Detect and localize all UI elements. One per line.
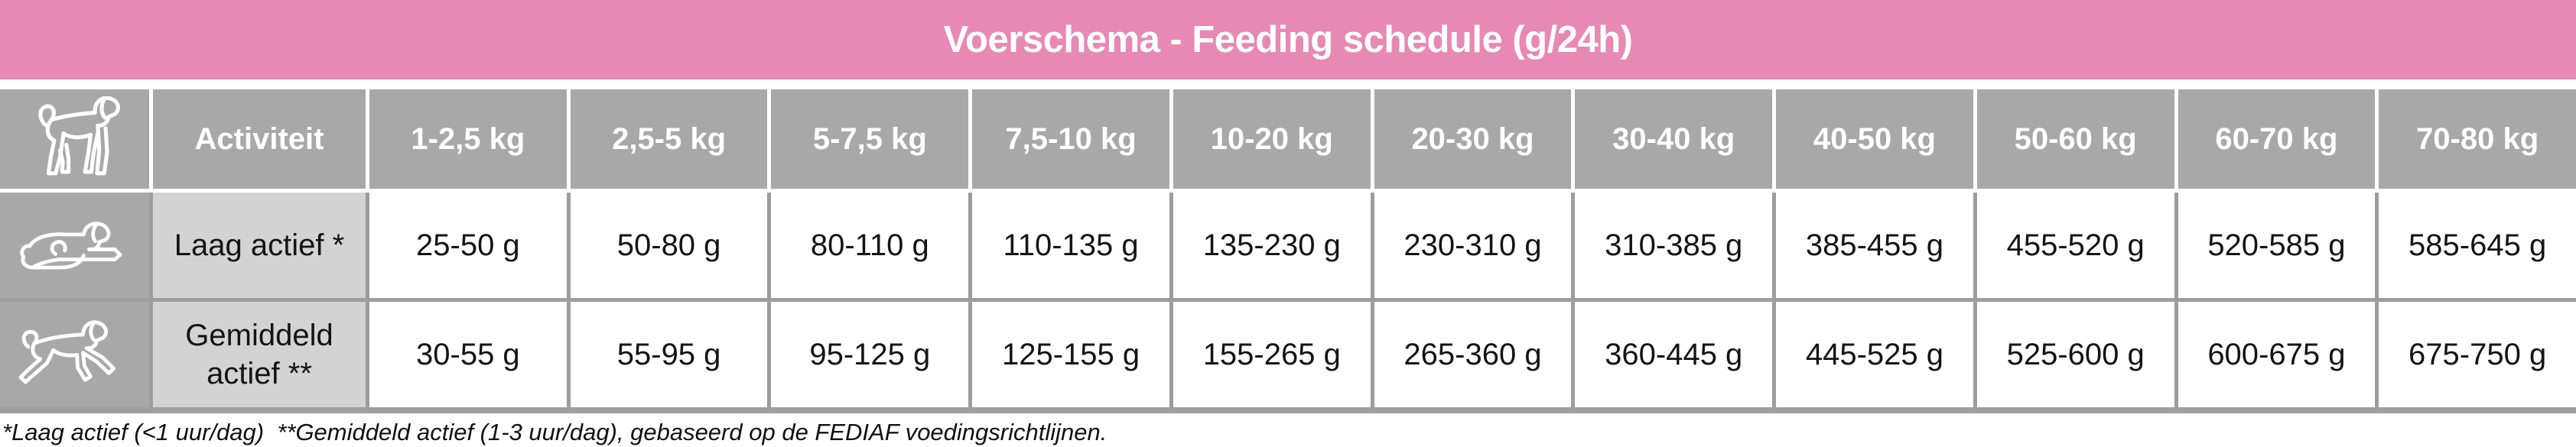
activity-label: Gemiddeld actief ** xyxy=(153,302,366,407)
table-row-gemiddeld-actief: Gemiddeld actief ** 30-55 g 55-95 g 95-1… xyxy=(0,302,2576,407)
value-cell: 135-230 g xyxy=(1173,193,1371,298)
value-cell: 55-95 g xyxy=(570,302,768,407)
value-cell: 80-110 g xyxy=(771,193,969,298)
value-cell: 25-50 g xyxy=(369,193,567,298)
activity-column-header: Activiteit xyxy=(153,89,366,189)
corner-cell xyxy=(0,89,149,189)
weight-header-cell: 50-60 kg xyxy=(1976,89,2174,189)
weight-header-cell: 30-40 kg xyxy=(1575,89,1773,189)
value-cell: 675-750 g xyxy=(2379,302,2576,407)
value-cell: 585-645 g xyxy=(2379,193,2576,298)
value-cell: 110-135 g xyxy=(972,193,1169,298)
value-cell: 50-80 g xyxy=(570,193,768,298)
title-banner: Voerschema - Feeding schedule (g/24h) xyxy=(0,0,2576,79)
value-cell: 360-445 g xyxy=(1575,302,1773,407)
value-cell: 385-455 g xyxy=(1776,193,1973,298)
row-icon-cell xyxy=(0,302,149,407)
row-icon-cell xyxy=(0,193,149,298)
table-header-row: Activiteit 1-2,5 kg 2,5-5 kg 5-7,5 kg 7,… xyxy=(0,89,2576,189)
value-cell: 230-310 g xyxy=(1374,193,1572,298)
table-body: Laag actief * 25-50 g 50-80 g 80-110 g 1… xyxy=(0,193,2576,413)
dog-lying-icon xyxy=(19,222,122,270)
table-row-laag-actief: Laag actief * 25-50 g 50-80 g 80-110 g 1… xyxy=(0,193,2576,298)
value-cell: 445-525 g xyxy=(1776,302,1973,407)
page-title: Voerschema - Feeding schedule (g/24h) xyxy=(943,19,1633,60)
value-cell: 525-600 g xyxy=(1976,302,2174,407)
weight-header-cell: 70-80 kg xyxy=(2379,89,2576,189)
dog-running-icon xyxy=(18,320,115,384)
dog-standing-icon xyxy=(37,96,120,176)
value-cell: 310-385 g xyxy=(1575,193,1773,298)
value-cell: 265-360 g xyxy=(1374,302,1572,407)
feeding-schedule-table: Activiteit 1-2,5 kg 2,5-5 kg 5-7,5 kg 7,… xyxy=(0,89,2576,413)
value-cell: 125-155 g xyxy=(972,302,1169,407)
value-cell: 95-125 g xyxy=(771,302,969,407)
value-cell: 600-675 g xyxy=(2178,302,2376,407)
weight-header-cell: 60-70 kg xyxy=(2178,89,2376,189)
value-cell: 155-265 g xyxy=(1173,302,1371,407)
weight-header-cell: 7,5-10 kg xyxy=(972,89,1169,189)
weight-header-cell: 40-50 kg xyxy=(1776,89,1973,189)
weight-header-cell: 1-2,5 kg xyxy=(369,89,567,189)
weight-header-cell: 2,5-5 kg xyxy=(570,89,768,189)
activity-label: Laag actief * xyxy=(153,193,366,298)
value-cell: 455-520 g xyxy=(1976,193,2174,298)
weight-header-cell: 10-20 kg xyxy=(1173,89,1371,189)
value-cell: 30-55 g xyxy=(369,302,567,407)
weight-header-cell: 5-7,5 kg xyxy=(771,89,969,189)
value-cell: 520-585 g xyxy=(2178,193,2376,298)
footnote: *Laag actief (<1 uur/dag) **Gemiddeld ac… xyxy=(2,419,1107,445)
weight-header-cell: 20-30 kg xyxy=(1374,89,1572,189)
